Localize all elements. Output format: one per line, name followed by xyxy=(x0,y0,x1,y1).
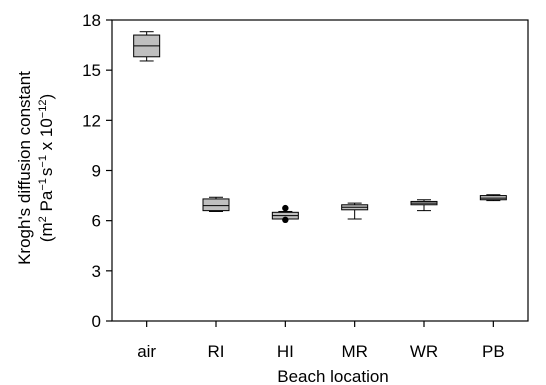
x-tick-label: RI xyxy=(208,342,225,361)
y-unit-exp: −1 xyxy=(37,178,49,191)
outlier-point xyxy=(282,204,289,212)
x-tick-label: HI xyxy=(277,342,294,361)
box-RI xyxy=(202,198,230,212)
x-tick-label: air xyxy=(137,342,156,361)
y-tick-label: 6 xyxy=(92,212,101,231)
y-unit-exp: −12 xyxy=(37,100,49,119)
y-unit-part: x 10 xyxy=(37,118,56,155)
y-tick-label: 12 xyxy=(82,111,101,130)
y-tick-label: 3 xyxy=(92,262,101,281)
x-tick-label: MR xyxy=(341,342,367,361)
x-axis-title: Beach location xyxy=(277,367,389,385)
y-unit-part: s xyxy=(37,168,56,177)
y-axis-title-line2: (m2 Pa−1s−1 x 10−12) xyxy=(37,94,56,242)
y-unit-part: ) xyxy=(37,94,56,100)
y-tick-label: 15 xyxy=(82,61,101,80)
x-tick-label: WR xyxy=(410,342,438,361)
y-unit-exp: −1 xyxy=(37,155,49,168)
y-tick-label: 18 xyxy=(82,11,101,30)
y-axis-title-line1: Krogh's diffusion constant xyxy=(15,71,34,265)
y-tick-label: 9 xyxy=(92,162,101,181)
y-unit-part: Pa xyxy=(37,190,56,216)
y-tick-label: 0 xyxy=(92,312,101,331)
x-tick-label: PB xyxy=(482,342,505,361)
outlier-point xyxy=(282,216,289,224)
y-unit-exp: 2 xyxy=(37,216,49,222)
y-axis-title: Krogh's diffusion constant (m2 Pa−1s−1 x… xyxy=(15,71,56,265)
plot-frame xyxy=(111,19,529,322)
y-unit-part: (m xyxy=(37,222,56,242)
plot-area: 0 3 6 9 12 15 18 air RI HI MR WR PB xyxy=(82,11,529,361)
